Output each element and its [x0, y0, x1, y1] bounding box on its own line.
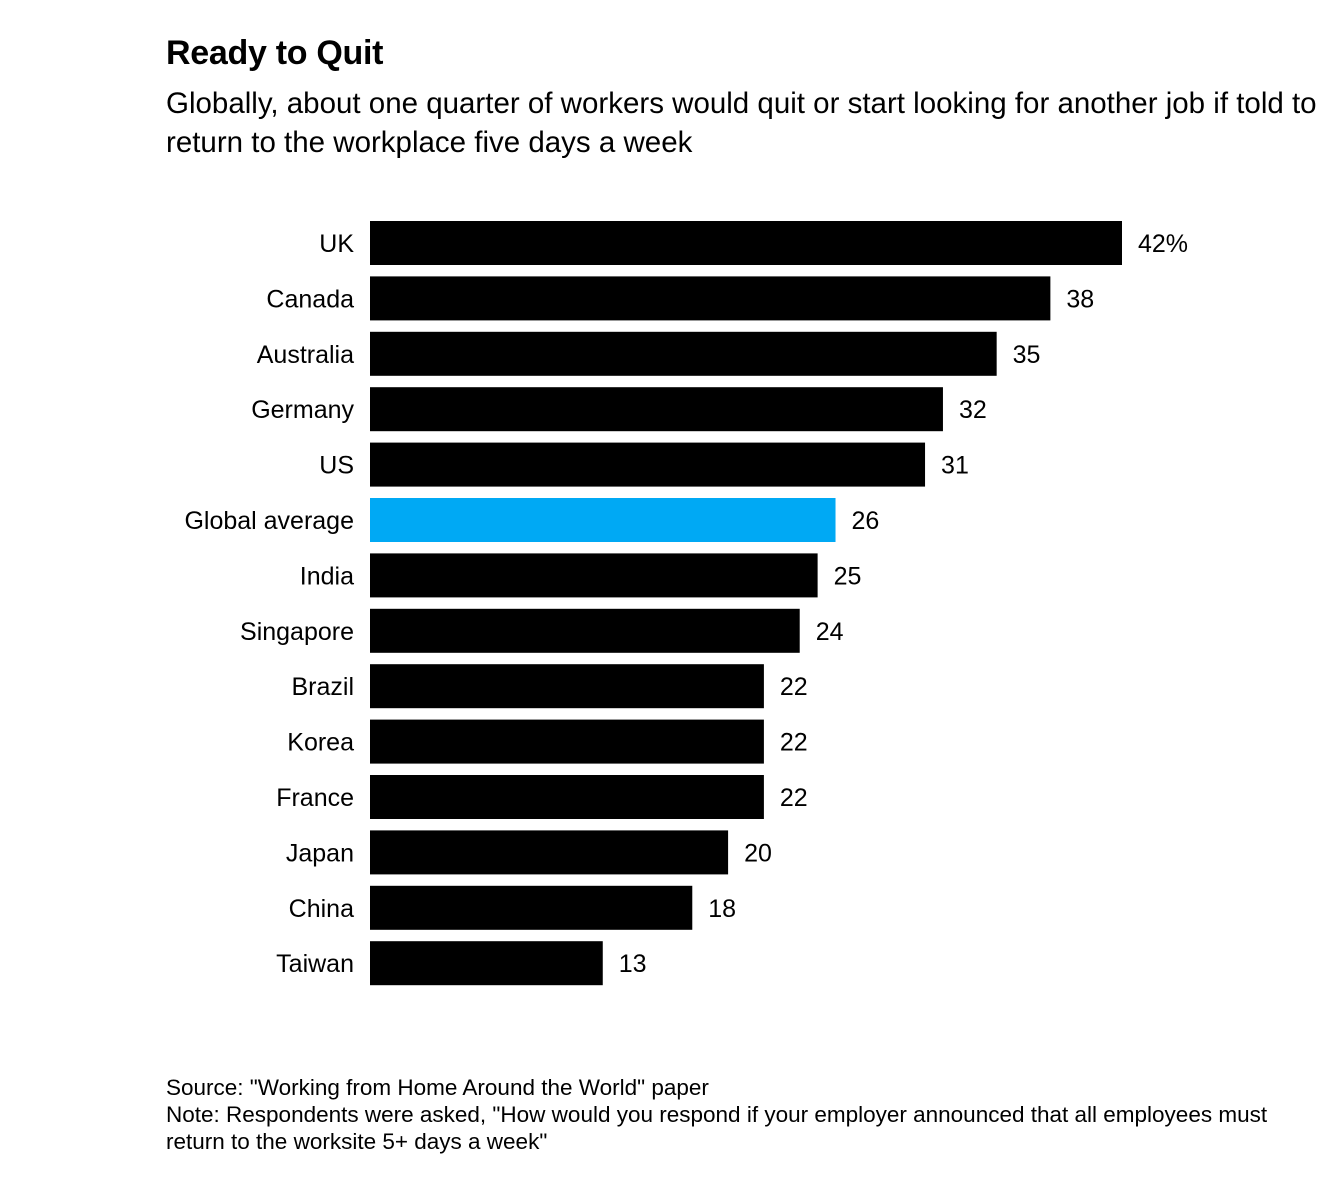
category-label-uk: UK [319, 230, 354, 258]
category-label-china: China [289, 895, 354, 923]
value-label-japan: 20 [744, 839, 772, 867]
value-label-canada: 38 [1066, 285, 1094, 313]
bar-brazil [370, 664, 764, 709]
bar-global-average [370, 498, 836, 542]
footnotes: Source: "Working from Home Around the Wo… [166, 1074, 1326, 1155]
bar-singapore [370, 608, 800, 653]
value-label-germany: 32 [959, 396, 987, 424]
value-label-australia: 35 [1013, 341, 1041, 369]
bar-taiwan [370, 941, 603, 986]
bar-uk [370, 221, 1122, 265]
category-label-canada: Canada [266, 285, 354, 313]
bar-korea [370, 719, 764, 764]
value-label-brazil: 22 [780, 673, 808, 701]
category-label-india: India [300, 562, 354, 590]
value-label-india: 25 [834, 562, 862, 590]
source-note: Source: "Working from Home Around the Wo… [166, 1075, 709, 1100]
bar-india [370, 553, 818, 598]
category-label-germany: Germany [251, 396, 354, 424]
bars-group: UK 42% Canada 38 Australia 35 Germany 32 US 31 Glo… [184, 221, 1188, 986]
value-label-china: 18 [708, 895, 736, 923]
category-label-global-average: Global average [184, 507, 354, 535]
bar-france [370, 775, 764, 819]
category-label-japan: Japan [286, 839, 354, 867]
bar-japan [370, 830, 729, 875]
category-label-us: US [319, 452, 354, 480]
category-label-taiwan: Taiwan [276, 950, 354, 978]
bar-china [370, 885, 693, 930]
category-label-australia: Australia [257, 341, 354, 369]
bar-canada [370, 276, 1051, 321]
methodology-note: Note: Respondents were asked, "How would… [166, 1102, 1268, 1154]
chart-subtitle: Globally, about one quarter of workers w… [166, 87, 1317, 159]
value-label-uk: 42% [1138, 230, 1188, 258]
category-label-france: France [276, 784, 354, 812]
value-label-global-average: 26 [852, 507, 880, 535]
category-label-brazil: Brazil [291, 673, 354, 701]
value-label-france: 22 [780, 784, 808, 812]
chart-title: Ready to Quit [166, 34, 384, 72]
bar-chart: UK 42% Canada 38 Australia 35 Germany 32 US 31 Glo… [184, 221, 1188, 986]
bar-germany [370, 387, 943, 432]
bar-australia [370, 331, 997, 376]
value-label-singapore: 24 [816, 618, 844, 646]
value-label-taiwan: 13 [619, 950, 647, 978]
value-label-korea: 22 [780, 729, 808, 757]
category-label-korea: Korea [287, 729, 354, 757]
bar-us [370, 442, 926, 487]
value-label-us: 31 [941, 452, 969, 480]
category-label-singapore: Singapore [240, 618, 354, 646]
